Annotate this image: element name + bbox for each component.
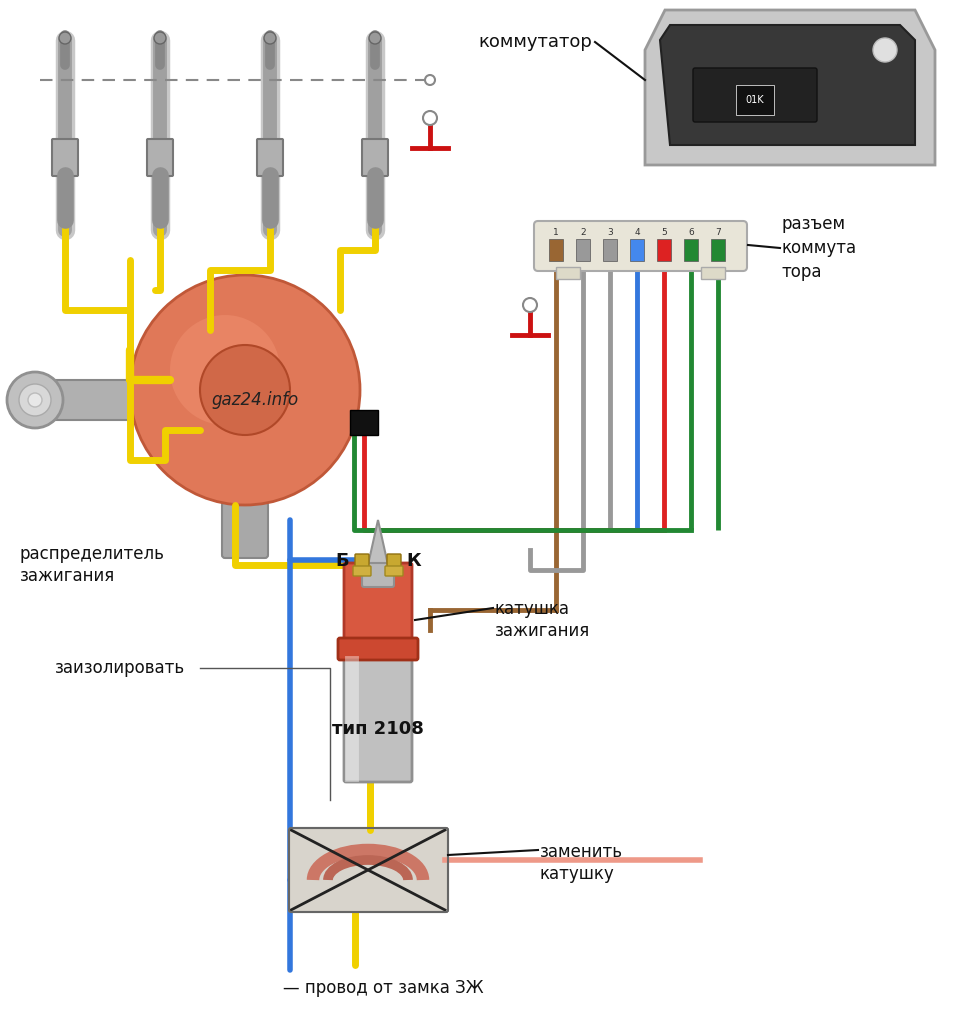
Circle shape [19,384,51,416]
Text: заизолировать: заизолировать [55,659,185,677]
FancyBboxPatch shape [355,554,369,570]
Polygon shape [660,25,915,145]
Text: тип 2108: тип 2108 [332,720,424,738]
Text: 3: 3 [607,228,613,237]
FancyBboxPatch shape [362,563,394,587]
Circle shape [7,372,63,428]
Text: коммутатор: коммутатор [478,33,592,51]
Polygon shape [346,565,410,600]
FancyBboxPatch shape [387,554,401,570]
Bar [549,239,563,261]
FancyBboxPatch shape [289,828,448,912]
Text: — провод от замка ЗЖ: — провод от замка ЗЖ [283,979,484,997]
Text: распределитель
зажигания: распределитель зажигания [20,545,164,585]
FancyBboxPatch shape [693,68,817,122]
Circle shape [523,298,537,312]
Bar [630,239,644,261]
Polygon shape [645,10,935,165]
Bar [657,239,671,261]
Text: заменить
катушку: заменить катушку [540,843,623,883]
Polygon shape [30,380,140,420]
Bar [684,239,698,261]
FancyBboxPatch shape [353,566,371,575]
Bar [711,239,725,261]
Circle shape [59,32,71,44]
Bar [556,267,580,279]
Text: 1: 1 [554,228,559,237]
Circle shape [200,345,290,435]
Text: катушка
зажигания: катушка зажигания [495,600,590,640]
Circle shape [425,75,435,85]
Circle shape [873,38,897,62]
Circle shape [423,111,437,125]
Text: разъем
коммута
тора: разъем коммута тора [782,215,858,281]
Bar [701,267,725,279]
Text: К: К [406,552,422,570]
Circle shape [369,32,381,44]
Text: Б: Б [336,552,349,570]
FancyBboxPatch shape [257,139,283,176]
Text: 7: 7 [715,228,721,237]
Text: 5: 5 [662,228,667,237]
FancyBboxPatch shape [344,656,412,782]
Bar [350,410,378,435]
Circle shape [28,393,42,407]
FancyBboxPatch shape [362,139,388,176]
Circle shape [130,275,360,505]
Text: 4: 4 [634,228,640,237]
FancyBboxPatch shape [52,139,78,176]
FancyBboxPatch shape [338,638,418,660]
Text: gaz24.info: gaz24.info [211,391,298,409]
Circle shape [154,32,166,44]
FancyBboxPatch shape [534,221,747,271]
Circle shape [264,32,276,44]
FancyBboxPatch shape [147,139,173,176]
Text: 2: 2 [580,228,586,237]
Polygon shape [363,520,393,585]
FancyBboxPatch shape [222,502,268,558]
Text: 6: 6 [688,228,694,237]
FancyBboxPatch shape [344,563,412,642]
Circle shape [170,315,280,425]
FancyBboxPatch shape [385,566,403,575]
Bar [576,239,590,261]
Bar [603,239,617,261]
Text: 01K: 01K [746,95,764,105]
